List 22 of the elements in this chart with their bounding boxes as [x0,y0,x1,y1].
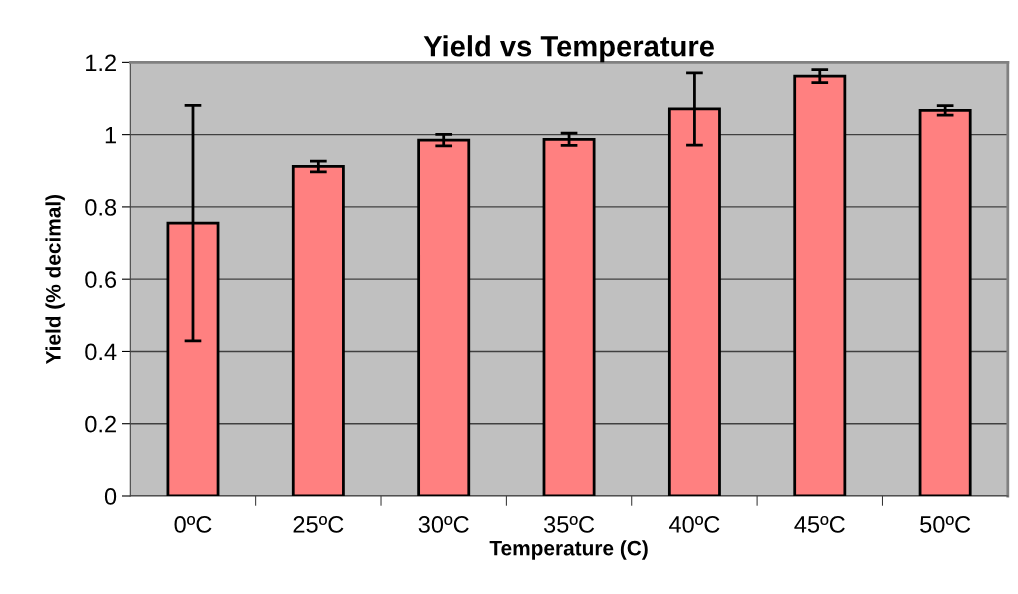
x-tick-label: 30ºC [418,516,469,533]
x-tick-label: 0ºC [174,516,212,533]
y-tick-label: 0.6 [85,271,117,288]
y-tick-label: 1 [105,126,116,144]
x-tick-label: 50ºC [920,516,971,533]
y-tick-label: 0.4 [85,343,117,361]
bar [417,138,471,496]
y-tick-label: 0.2 [85,415,116,433]
bar [918,109,972,496]
x-tick-label: 35ºC [543,516,595,533]
x-tick-label: 45ºC [794,516,845,533]
x-tick-label: 40ºC [669,516,720,533]
x-tick-label: 25ºC [293,516,344,533]
y-tick-label: 0.8 [85,198,117,216]
chart-title: Yield vs Temperature [423,35,714,63]
y-tick-label: 0 [104,488,117,505]
y-axis-title: Yield (% decimal) [45,194,65,365]
x-axis-title: Temperature (C) [489,540,648,560]
bar [542,137,596,496]
bar [793,74,847,496]
y-tick-label: 1.2 [86,54,116,71]
bar [291,165,345,496]
